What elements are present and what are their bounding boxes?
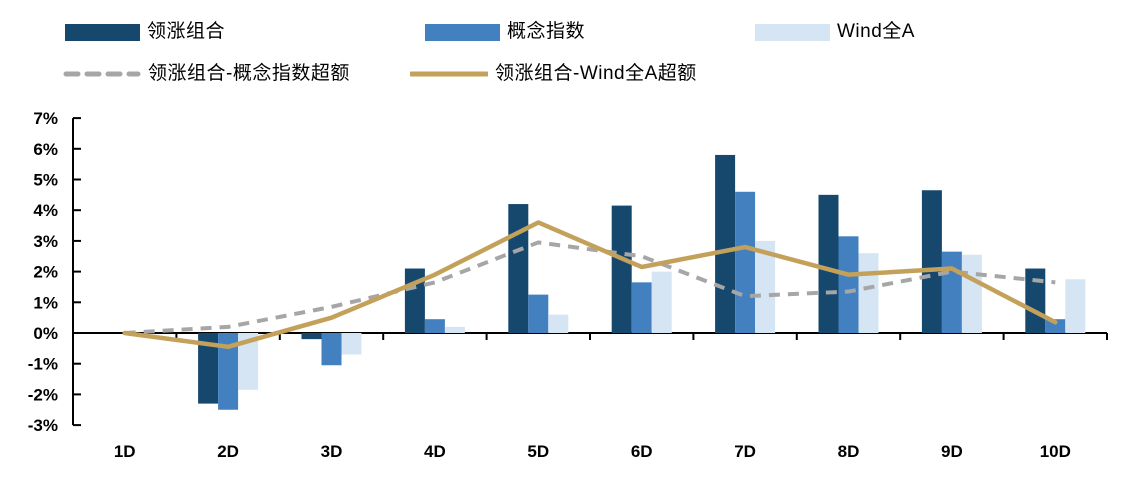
legend-swatch-concept-index <box>425 23 500 41</box>
legend-item-excess-vs-wind: 领涨组合-Wind全A超额 <box>410 63 697 85</box>
bar-领涨组合-3D <box>301 333 322 340</box>
bar-领涨组合-9D <box>921 190 942 333</box>
x-axis-tick-label: 2D <box>217 442 239 461</box>
legend-swatch-lead-portfolio <box>65 23 140 41</box>
x-axis-tick-label: 6D <box>631 442 653 461</box>
bar-概念指数-8D <box>838 236 859 333</box>
bar-概念指数-2D <box>218 333 239 410</box>
bar-Wind全A-7D <box>755 240 776 333</box>
x-axis-tick-label: 5D <box>527 442 549 461</box>
bar-Wind全A-9D <box>961 254 982 333</box>
legend-label-wind-all-a: Wind全A <box>837 21 915 42</box>
y-axis-tick-label: 6% <box>33 140 58 159</box>
bar-Wind全A-10D <box>1065 279 1086 333</box>
legend-label-concept-index: 概念指数 <box>507 21 586 42</box>
legend-item-concept-index: 概念指数 <box>425 21 586 43</box>
legend-label-excess-vs-concept: 领涨组合-概念指数超额 <box>148 63 350 84</box>
bar-Wind全A-5D <box>548 314 569 333</box>
bar-领涨组合-7D <box>715 154 736 333</box>
bar-概念指数-9D <box>941 251 962 333</box>
y-axis-tick-label: 5% <box>33 171 58 190</box>
bar-领涨组合-2D <box>198 333 219 404</box>
y-axis-tick-label: 7% <box>33 109 58 128</box>
x-axis-tick-label: 9D <box>941 442 963 461</box>
bar-领涨组合-8D <box>818 194 839 333</box>
bar-概念指数-3D <box>321 333 342 366</box>
bar-Wind全A-4D <box>444 326 465 333</box>
bar-Wind全A-3D <box>341 333 362 355</box>
x-axis-tick-label: 7D <box>734 442 756 461</box>
legend-item-wind-all-a: Wind全A <box>755 21 915 43</box>
y-axis-tick-label: 1% <box>33 293 58 312</box>
bar-Wind全A-2D <box>238 333 259 390</box>
line-领涨组合-概念指数超额 <box>124 240 1056 335</box>
legend-solid-line-swatch <box>410 71 488 77</box>
bar-领涨组合-6D <box>611 205 632 333</box>
legend-item-lead-portfolio: 领涨组合 <box>65 21 226 43</box>
y-axis-tick-label: 3% <box>33 232 58 251</box>
x-axis-tick-label: 8D <box>838 442 860 461</box>
bar-概念指数-6D <box>631 282 652 333</box>
line-领涨组合-Wind全A超额 <box>122 220 1058 350</box>
y-axis-tick-label: -1% <box>28 355 58 374</box>
y-axis-tick-label: 4% <box>33 201 58 220</box>
bar-概念指数-5D <box>528 294 549 333</box>
x-axis-tick-label: 10D <box>1040 442 1071 461</box>
bar-领涨组合-5D <box>508 204 529 333</box>
legend-dashed-line-swatch <box>63 71 141 77</box>
legend-label-lead-portfolio: 领涨组合 <box>147 21 226 42</box>
bar-Wind全A-8D <box>858 253 879 333</box>
bar-概念指数-4D <box>424 319 445 333</box>
bar-概念指数-10D <box>1045 319 1066 333</box>
y-axis-tick-label: -2% <box>28 385 58 404</box>
legend-label-excess-vs-wind: 领涨组合-Wind全A超额 <box>495 63 697 84</box>
bar-领涨组合-10D <box>1025 268 1046 333</box>
x-axis-tick-label: 1D <box>114 442 136 461</box>
y-axis-tick-label: 2% <box>33 263 58 282</box>
legend-swatch-wind-all-a <box>755 23 830 41</box>
bar-Wind全A-6D <box>651 271 672 333</box>
x-axis-tick-label: 3D <box>321 442 343 461</box>
y-axis-tick-label: -3% <box>28 416 58 435</box>
x-axis-tick-label: 4D <box>424 442 446 461</box>
legend-item-excess-vs-concept: 领涨组合-概念指数超额 <box>63 63 350 85</box>
y-axis-tick-label: 0% <box>33 324 58 343</box>
bar-概念指数-7D <box>735 191 756 333</box>
